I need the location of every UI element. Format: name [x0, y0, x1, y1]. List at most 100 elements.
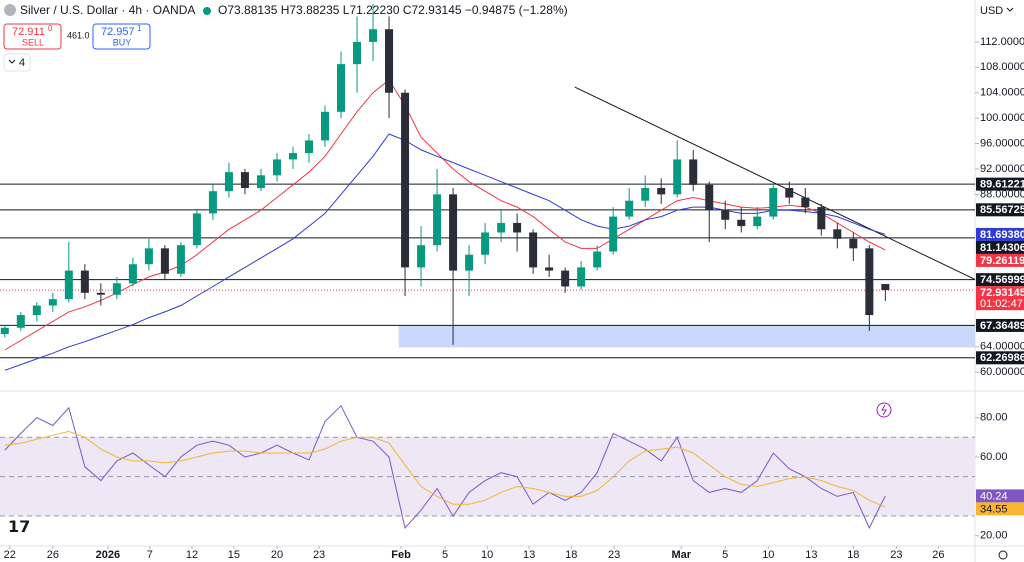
candle-body	[817, 207, 826, 230]
candle-body	[369, 29, 378, 42]
buy-price-sup: 1	[137, 24, 142, 33]
candle-body	[689, 159, 698, 185]
alert-bolt	[881, 404, 887, 416]
candle-body	[721, 210, 730, 220]
x-tick-label: Mar	[671, 549, 691, 561]
alert-icon[interactable]	[876, 402, 892, 418]
candle-body	[577, 267, 586, 287]
x-tick-label: 10	[762, 549, 774, 561]
support-zone	[398, 325, 975, 348]
candle-body	[561, 270, 570, 287]
candle-body	[192, 213, 201, 246]
candle-body	[288, 153, 297, 160]
candle-body	[353, 41, 362, 65]
candle-body	[128, 264, 137, 284]
currency[interactable]: USD	[980, 5, 1003, 17]
candle-body	[337, 64, 346, 112]
rsi-label: 34.55	[980, 503, 1008, 515]
price-label: 81.14306	[980, 242, 1024, 254]
price-label: 79.26119	[980, 255, 1024, 267]
candle-body	[96, 292, 105, 295]
currency-chevron	[1006, 7, 1014, 12]
candle-body	[417, 245, 426, 268]
candle-body	[801, 197, 810, 208]
candle-body	[593, 251, 602, 268]
price-label: 89.61221	[980, 179, 1024, 191]
candle-body	[240, 172, 249, 189]
candle-body	[641, 188, 650, 201]
price-label: 67.36489	[980, 320, 1024, 332]
sell-button[interactable]	[3, 23, 62, 50]
settings-icon[interactable]	[998, 550, 1008, 560]
candle-body	[449, 194, 458, 271]
price-label-bg	[976, 177, 1024, 191]
price-label: 74.56999	[980, 274, 1024, 286]
price-label-bg	[976, 227, 1024, 241]
price-label-bg	[976, 318, 1024, 332]
buy-price: 72.957	[101, 26, 135, 38]
rsi-label-bg	[976, 502, 1024, 516]
candle-body	[385, 29, 394, 93]
sell-price-sup: 0	[48, 24, 53, 33]
y-tick-label: 88.00000	[980, 188, 1024, 200]
candle-body	[401, 92, 410, 268]
candle-body	[160, 248, 169, 274]
candle-body	[112, 283, 121, 295]
rsi-line	[4, 430, 886, 508]
candle-body	[513, 222, 522, 233]
candle-body	[849, 238, 858, 249]
x-tick-label: 10	[481, 549, 493, 561]
x-tick-label: 26	[47, 549, 59, 561]
x-tick-label: 18	[565, 549, 577, 561]
x-tick-label: 7	[147, 549, 153, 561]
price-label-bg	[976, 253, 1024, 267]
y-tick-label: 104.00000	[980, 87, 1024, 99]
candle-body	[0, 327, 9, 335]
candle-body	[737, 219, 746, 227]
logo: 𝟭𝟳	[8, 519, 30, 536]
price-label: 81.69380	[980, 229, 1024, 241]
candle-body	[785, 188, 794, 198]
candle-body	[176, 245, 185, 274]
candle-body	[497, 222, 506, 233]
y-tick-label: 112.00000	[980, 36, 1024, 48]
symbol: Silver / U.S. Dollar · 4h · OANDA	[20, 3, 195, 17]
y-tick-label: 60.00000	[980, 366, 1024, 378]
candle-body	[16, 315, 25, 328]
sell-price: 72.911	[12, 26, 45, 38]
candle-body	[481, 232, 490, 255]
rsi-label: 40.24	[980, 490, 1008, 502]
x-tick-label: 13	[523, 549, 535, 561]
moving-average	[4, 79, 886, 351]
price-label: 85.56725	[980, 204, 1024, 216]
candle-body	[272, 159, 281, 176]
candle-body	[881, 284, 890, 291]
x-tick-label: 23	[890, 549, 902, 561]
x-tick-label: 5	[722, 549, 728, 561]
y-tick-label: 64.00000	[980, 341, 1024, 353]
x-tick-label: 5	[442, 549, 448, 561]
x-tick-label: 22	[4, 549, 16, 561]
x-tick-label: Feb	[391, 549, 411, 561]
candle-body	[625, 200, 634, 217]
countdown: 01:02:47	[980, 298, 1023, 310]
y-tick-label: 60.00	[980, 451, 1008, 463]
y-tick-label: 100.00000	[980, 112, 1024, 124]
trendline	[574, 86, 976, 280]
indicators-toggle[interactable]	[3, 53, 31, 72]
candle-body	[833, 229, 842, 239]
candle-body	[304, 140, 313, 154]
price-label: 62.26986	[980, 352, 1024, 364]
candle-body	[321, 111, 329, 141]
candle-body	[545, 267, 554, 271]
price-label-bg	[976, 273, 1024, 287]
ohlc: O73.88135 H73.88235 L71.22230 C72.93145 …	[218, 3, 568, 17]
price-label: 72.93145	[980, 287, 1024, 299]
buy-button[interactable]	[92, 23, 151, 50]
x-tick-label: 18	[847, 549, 859, 561]
candle-body	[32, 305, 41, 316]
sell-label: SELL	[22, 37, 44, 47]
moving-average	[4, 133, 886, 371]
buy-label: BUY	[113, 37, 132, 47]
